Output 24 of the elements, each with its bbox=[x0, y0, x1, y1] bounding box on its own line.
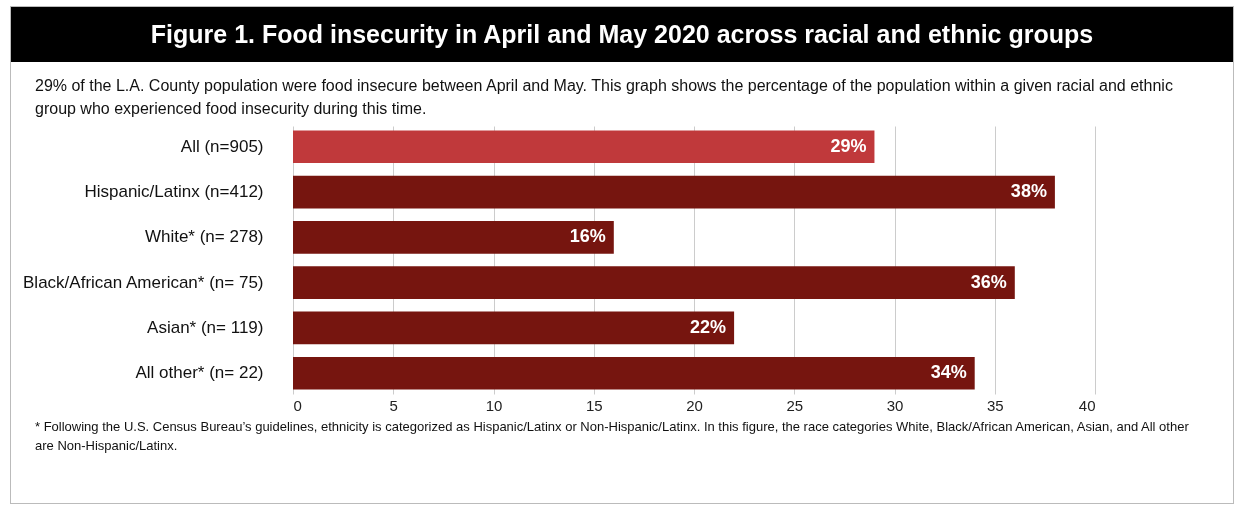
y-tick-label: Black/African American* (n= 75) bbox=[23, 272, 264, 292]
x-tick-label: 0 bbox=[293, 396, 302, 414]
data-label: 16% bbox=[569, 226, 606, 247]
data-label: 36% bbox=[970, 271, 1007, 292]
data-label: 29% bbox=[830, 135, 867, 156]
data-label: 22% bbox=[690, 316, 727, 337]
y-tick-label: All (n=905) bbox=[180, 136, 264, 156]
text: * Following the U.S. Census Bureau’s guidelines, ethnicity is categorized as Hispanic/Latinx or Non-Hispanic/Latinx. In this figure, the race categories White, Black/African American, Asian, and All other are Non-Hispanic/Latinx. bbox=[34, 418, 1190, 455]
y-tick-label: All other* (n= 22) bbox=[135, 363, 264, 383]
data-label: 34% bbox=[930, 362, 967, 383]
x-tick-label: 25 bbox=[786, 396, 804, 414]
x-tick-label: 10 bbox=[485, 396, 503, 414]
chart-title: Figure 1. Food insecurity in April and May 2020 across racial and ethnic groups bbox=[11, 7, 1233, 62]
data-label: 38% bbox=[1010, 181, 1047, 202]
y-tick-label: Hispanic/Latinx (n=412) bbox=[84, 182, 264, 202]
x-tick-label: 15 bbox=[585, 396, 603, 414]
x-tick-label: 20 bbox=[686, 396, 703, 414]
x-tick-label: 35 bbox=[986, 396, 1004, 414]
x-tick-label: 30 bbox=[886, 396, 904, 414]
x-tick-label: 40 bbox=[1078, 396, 1096, 414]
y-tick-label: White* (n= 278) bbox=[144, 227, 264, 247]
x-tick-label: 5 bbox=[389, 396, 398, 414]
chart-subtitle: 29% of the L.A. County population were food insecure between April and May. This graph shows the percentage of the population within a given racial and ethnic group who experienced food insecurity during this time. bbox=[34, 76, 1174, 119]
y-tick-label: Asian* (n= 119) bbox=[147, 317, 264, 337]
